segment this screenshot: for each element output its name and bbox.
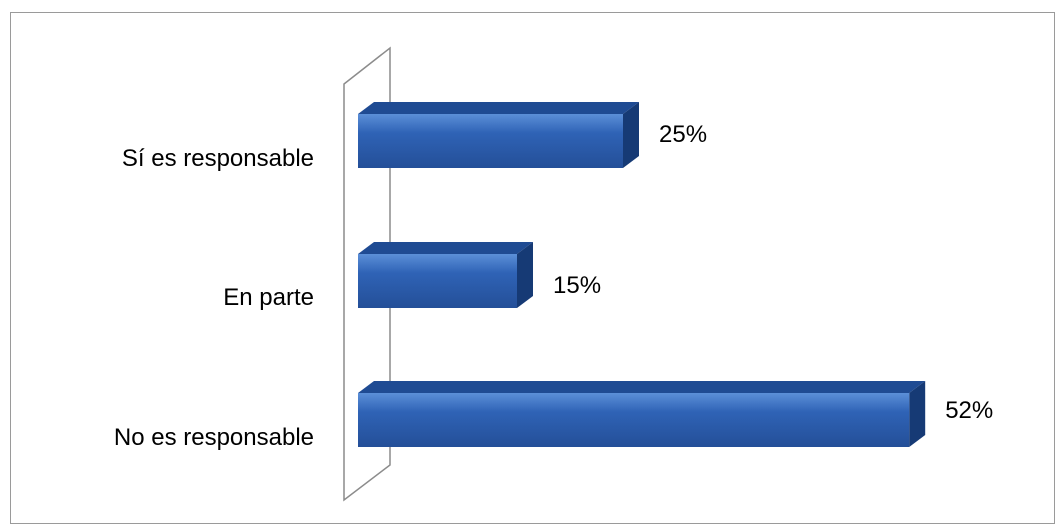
data-label-si-es-responsable: 25% xyxy=(659,121,707,148)
bar-si-es-responsable xyxy=(358,102,639,168)
bar-en-parte xyxy=(358,242,533,308)
bar-en-parte-front xyxy=(358,254,517,308)
bar-si-es-responsable-side xyxy=(623,102,639,168)
bar-en-parte-top xyxy=(358,242,533,254)
bar-si-es-responsable-front xyxy=(358,114,623,168)
category-label-en-parte: En parte xyxy=(223,284,314,311)
bar-no-es-responsable xyxy=(358,381,926,447)
data-label-en-parte: 15% xyxy=(553,272,601,299)
bars-group xyxy=(358,102,926,447)
data-label-no-es-responsable: 52% xyxy=(945,397,993,424)
bar-no-es-responsable-side xyxy=(909,381,926,447)
bar-no-es-responsable-top xyxy=(358,381,926,393)
bar-no-es-responsable-front xyxy=(358,393,910,447)
category-label-si-es-responsable: Sí es responsable xyxy=(122,145,314,172)
bar-si-es-responsable-top xyxy=(358,102,639,114)
bar-en-parte-side xyxy=(517,242,533,308)
category-label-no-es-responsable: No es responsable xyxy=(114,424,314,451)
